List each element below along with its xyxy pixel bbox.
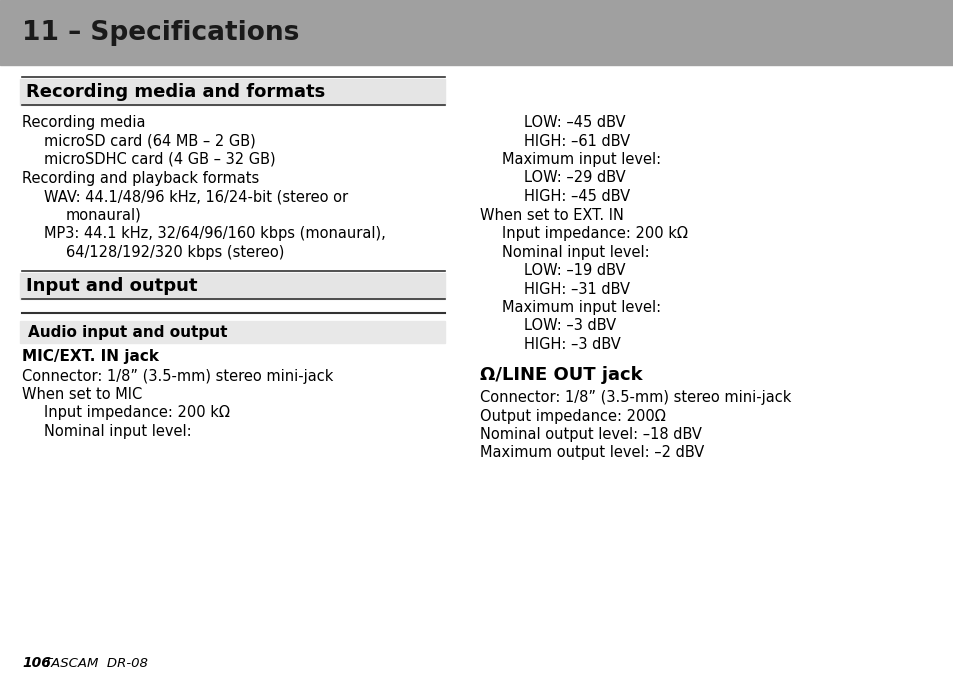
Text: Nominal output level: –18 dBV: Nominal output level: –18 dBV: [479, 427, 701, 442]
Text: LOW: –29 dBV: LOW: –29 dBV: [523, 171, 625, 185]
Text: HIGH: –45 dBV: HIGH: –45 dBV: [523, 189, 630, 204]
Bar: [20, 273, 444, 299]
Text: Recording media and formats: Recording media and formats: [26, 83, 325, 101]
Text: When set to MIC: When set to MIC: [22, 387, 142, 402]
Text: Input impedance: 200 kΩ: Input impedance: 200 kΩ: [44, 405, 230, 421]
Text: Connector: 1/8” (3.5-mm) stereo mini-jack: Connector: 1/8” (3.5-mm) stereo mini-jac…: [479, 390, 791, 405]
Text: Input and output: Input and output: [26, 277, 197, 295]
Text: monaural): monaural): [66, 207, 142, 222]
Text: MP3: 44.1 kHz, 32/64/96/160 kbps (monaural),: MP3: 44.1 kHz, 32/64/96/160 kbps (monaur…: [44, 226, 385, 241]
Text: HIGH: –3 dBV: HIGH: –3 dBV: [523, 337, 620, 352]
Text: Maximum input level:: Maximum input level:: [501, 300, 660, 315]
Bar: [0, 0, 953, 65]
Text: microSD card (64 MB – 2 GB): microSD card (64 MB – 2 GB): [44, 134, 255, 148]
Text: Maximum input level:: Maximum input level:: [501, 152, 660, 167]
Text: Nominal input level:: Nominal input level:: [44, 424, 192, 439]
Text: 64/128/192/320 kbps (stereo): 64/128/192/320 kbps (stereo): [66, 244, 284, 259]
Text: TASCAM  DR-08: TASCAM DR-08: [40, 657, 148, 670]
Text: MIC/EXT. IN jack: MIC/EXT. IN jack: [22, 349, 159, 364]
Text: 106: 106: [22, 656, 51, 670]
Text: Nominal input level:: Nominal input level:: [501, 244, 649, 259]
Text: Recording media: Recording media: [22, 115, 146, 130]
Bar: [20, 321, 444, 343]
Bar: [20, 79, 444, 105]
Text: Connector: 1/8” (3.5-mm) stereo mini-jack: Connector: 1/8” (3.5-mm) stereo mini-jac…: [22, 368, 333, 383]
Text: LOW: –3 dBV: LOW: –3 dBV: [523, 318, 616, 333]
Text: Audio input and output: Audio input and output: [28, 324, 227, 340]
Text: HIGH: –31 dBV: HIGH: –31 dBV: [523, 281, 629, 296]
Text: HIGH: –61 dBV: HIGH: –61 dBV: [523, 134, 630, 148]
Text: Output impedance: 200Ω: Output impedance: 200Ω: [479, 408, 665, 423]
Text: WAV: 44.1/48/96 kHz, 16/24-bit (stereo or: WAV: 44.1/48/96 kHz, 16/24-bit (stereo o…: [44, 189, 348, 204]
Text: microSDHC card (4 GB – 32 GB): microSDHC card (4 GB – 32 GB): [44, 152, 275, 167]
Text: 11 – Specifications: 11 – Specifications: [22, 21, 299, 47]
Text: LOW: –45 dBV: LOW: –45 dBV: [523, 115, 625, 130]
Text: Recording and playback formats: Recording and playback formats: [22, 171, 259, 185]
Text: Input impedance: 200 kΩ: Input impedance: 200 kΩ: [501, 226, 687, 241]
Text: Maximum output level: –2 dBV: Maximum output level: –2 dBV: [479, 445, 703, 460]
Text: LOW: –19 dBV: LOW: –19 dBV: [523, 263, 625, 278]
Text: Ω/LINE OUT jack: Ω/LINE OUT jack: [479, 366, 642, 383]
Text: When set to EXT. IN: When set to EXT. IN: [479, 207, 623, 222]
